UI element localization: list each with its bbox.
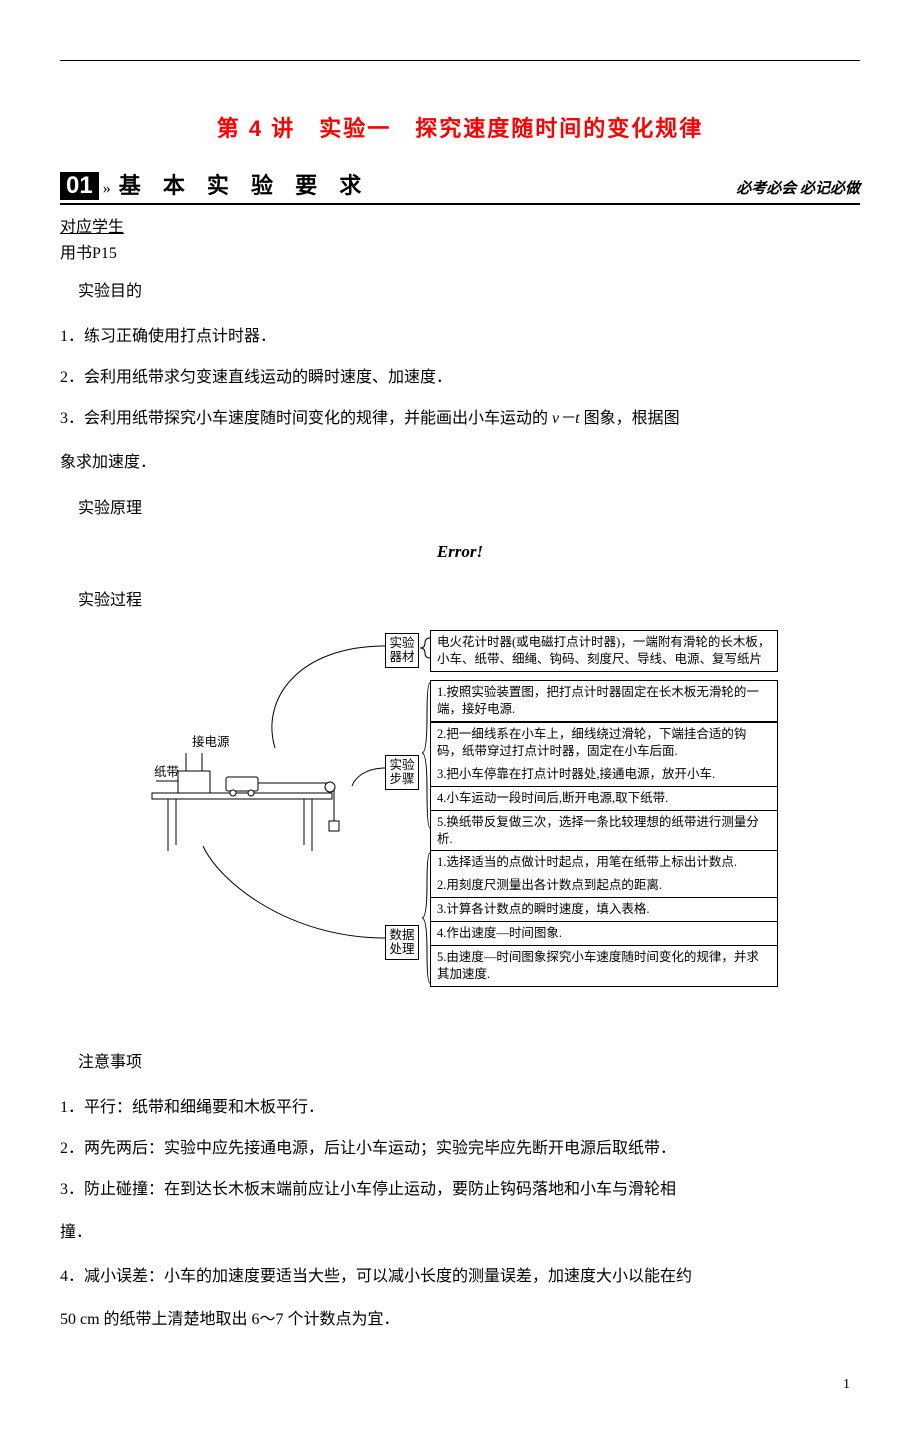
purpose-3b: 图象，根据图	[580, 410, 680, 427]
purpose-3a: 3．会利用纸带探究小车速度随时间变化的规律，并能画出小车运动的	[60, 410, 552, 427]
notes-4b: 50 cm 的纸带上清楚地取出 6～7 个计数点为宜．	[60, 1302, 860, 1337]
page-title: 第 4 讲 实验一 探究速度随时间的变化规律	[60, 111, 860, 143]
process-diagram: 接电源 纸带 实验 器材 实验 步骤 数据 处理 电火花计时器(或电磁打点计时器…	[60, 628, 860, 1028]
subheading-purpose: 实验目的	[78, 277, 860, 301]
notes-3a: 3．防止碰撞：在到达长木板末端前应让小车停止运动，要防止钩码落地和小车与滑轮相	[60, 1172, 860, 1207]
section-number: 01	[60, 172, 99, 200]
section-chevron: »	[103, 180, 111, 198]
notes-1: 1．平行：纸带和细绳要和木板平行．	[60, 1090, 860, 1125]
page-number: 1	[60, 1377, 860, 1393]
error-text: Error!	[60, 542, 860, 562]
page-top-rule	[60, 60, 860, 61]
purpose-item-2: 2．会利用纸带求匀变速直线运动的瞬时速度、加速度．	[60, 360, 860, 395]
subheading-process: 实验过程	[78, 586, 860, 610]
section-note: 必考必会 必记必做	[736, 177, 860, 198]
diagram-braces	[140, 628, 780, 1028]
purpose-3-vt: v－t	[552, 410, 580, 427]
purpose-item-1: 1．练习正确使用打点计时器．	[60, 319, 860, 354]
section-heading: 基 本 实 验 要 求	[119, 168, 370, 200]
purpose-item-3: 3．会利用纸带探究小车速度随时间变化的规律，并能画出小车运动的 v－t 图象，根…	[60, 401, 860, 436]
notes-4a: 4．减小误差：小车的加速度要适当大些，可以减小长度的测量误差，加速度大小以能在约	[60, 1259, 860, 1294]
notes-2: 2．两先两后：实验中应先接通电源，后让小车运动；实验完毕应先断开电源后取纸带．	[60, 1131, 860, 1166]
subheading-principle: 实验原理	[78, 494, 860, 518]
book-ref-1: 对应学生	[60, 213, 860, 237]
purpose-item-3c: 象求加速度．	[60, 445, 860, 480]
section-header-bar: 01 » 基 本 实 验 要 求 必考必会 必记必做	[60, 168, 860, 205]
notes-3b: 撞．	[60, 1215, 860, 1250]
subheading-notes: 注意事项	[78, 1048, 860, 1072]
book-ref-2: 用书P15	[60, 239, 860, 263]
